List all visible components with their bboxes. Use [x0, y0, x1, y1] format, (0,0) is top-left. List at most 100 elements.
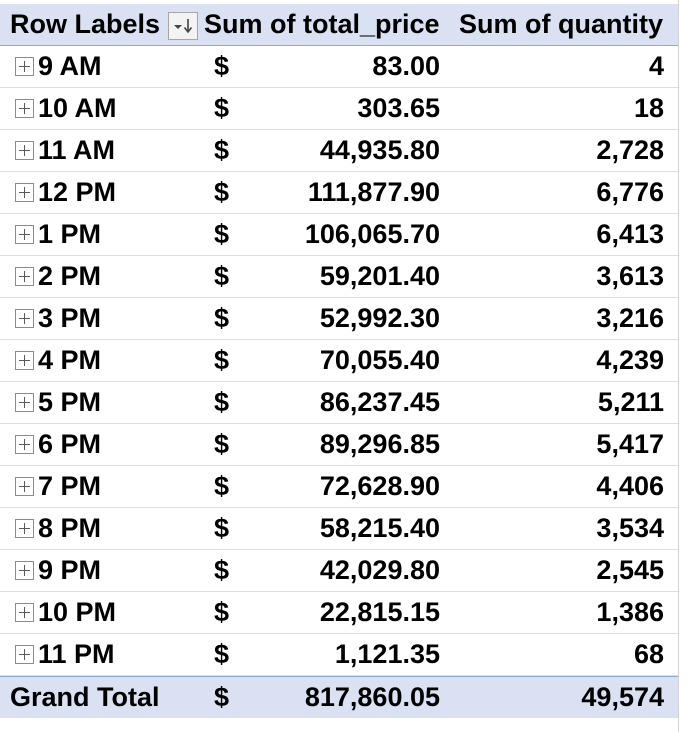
- grand-total-row: Grand Total $ 817,860.05 49,574: [0, 676, 678, 718]
- total-price-cell: 42,029.80: [319, 555, 440, 585]
- table-row: 6 PM $89,296.85 5,417: [0, 424, 678, 466]
- table-row: 11 PM $1,121.35 68: [0, 634, 678, 676]
- currency-symbol: $: [214, 345, 230, 375]
- expand-plus-icon[interactable]: [15, 519, 34, 538]
- table-row: 2 PM $59,201.40 3,613: [0, 256, 678, 298]
- expand-plus-icon[interactable]: [15, 645, 34, 664]
- row-label: 7 PM: [38, 471, 102, 501]
- total-price-cell: 70,055.40: [319, 345, 440, 375]
- total-price-cell: 106,065.70: [304, 219, 440, 249]
- total-price-cell: 1,121.35: [334, 639, 440, 669]
- expand-plus-icon[interactable]: [15, 99, 34, 118]
- table-row: 1 PM $106,065.70 6,413: [0, 214, 678, 256]
- grand-total-currency: $: [214, 682, 230, 712]
- expand-plus-icon[interactable]: [15, 477, 34, 496]
- currency-symbol: $: [214, 135, 230, 165]
- row-label: 1 PM: [38, 219, 102, 249]
- expand-plus-icon[interactable]: [15, 267, 34, 286]
- total-price-cell: 44,935.80: [319, 135, 440, 165]
- table-row: 7 PM $72,628.90 4,406: [0, 466, 678, 508]
- expand-plus-icon[interactable]: [15, 225, 34, 244]
- currency-symbol: $: [214, 471, 230, 501]
- row-label: 12 PM: [38, 177, 117, 207]
- sort-filter-dropdown-icon: [174, 19, 193, 34]
- expand-plus-icon[interactable]: [15, 57, 34, 76]
- currency-symbol: $: [214, 219, 230, 249]
- quantity-cell: 3,613: [596, 261, 664, 291]
- quantity-cell: 3,534: [596, 513, 664, 543]
- expand-plus-icon[interactable]: [15, 561, 34, 580]
- total-price-cell: 83.00: [372, 51, 440, 81]
- currency-symbol: $: [214, 639, 230, 669]
- quantity-cell: 4,406: [596, 471, 664, 501]
- currency-symbol: $: [214, 597, 230, 627]
- currency-symbol: $: [214, 513, 230, 543]
- row-label: 4 PM: [38, 345, 102, 375]
- table-row: 8 PM $58,215.40 3,534: [0, 508, 678, 550]
- total-price-cell: 86,237.45: [319, 387, 440, 417]
- grand-total-price: 817,860.05: [304, 682, 440, 712]
- table-row: 10 PM $22,815.15 1,386: [0, 592, 678, 634]
- quantity-cell: 2,545: [596, 555, 664, 585]
- quantity-cell: 18: [633, 93, 664, 123]
- quantity-cell: 6,776: [596, 177, 664, 207]
- quantity-cell: 4: [648, 51, 664, 81]
- table-row: 4 PM $70,055.40 4,239: [0, 340, 678, 382]
- row-label: 9 PM: [38, 555, 102, 585]
- expand-plus-icon[interactable]: [15, 309, 34, 328]
- row-label: 9 AM: [38, 51, 102, 81]
- quantity-cell: 6,413: [596, 219, 664, 249]
- expand-plus-icon[interactable]: [15, 183, 34, 202]
- row-label: 2 PM: [38, 261, 102, 291]
- total-price-cell: 22,815.15: [319, 597, 440, 627]
- table-row: 9 PM $42,029.80 2,545: [0, 550, 678, 592]
- grand-total-label: Grand Total: [10, 682, 160, 712]
- expand-plus-icon[interactable]: [15, 393, 34, 412]
- table-row: 10 AM $303.65 18: [0, 88, 678, 130]
- currency-symbol: $: [214, 261, 230, 291]
- quantity-cell: 1,386: [596, 597, 664, 627]
- header-sum-total-price: Sum of total_price: [204, 9, 440, 39]
- table-row: 12 PM $111,877.90 6,776: [0, 172, 678, 214]
- row-label: 11 PM: [38, 639, 115, 669]
- total-price-cell: 111,877.90: [307, 177, 440, 207]
- currency-symbol: $: [214, 177, 230, 207]
- row-label: 10 PM: [38, 597, 117, 627]
- grand-total-quantity: 49,574: [581, 682, 664, 712]
- total-price-cell: 59,201.40: [319, 261, 440, 291]
- currency-symbol: $: [214, 387, 230, 417]
- header-sum-quantity: Sum of quantity: [459, 9, 663, 39]
- currency-symbol: $: [214, 93, 230, 123]
- quantity-cell: 2,728: [596, 135, 664, 165]
- row-label: 8 PM: [38, 513, 102, 543]
- row-label: 5 PM: [38, 387, 102, 417]
- header-row-labels: Row Labels: [10, 9, 161, 39]
- total-price-cell: 303.65: [357, 93, 440, 123]
- table-row: 5 PM $86,237.45 5,211: [0, 382, 678, 424]
- row-label: 3 PM: [38, 303, 102, 333]
- expand-plus-icon[interactable]: [15, 141, 34, 160]
- quantity-cell: 5,211: [597, 387, 664, 417]
- expand-plus-icon[interactable]: [15, 351, 34, 370]
- expand-plus-icon[interactable]: [15, 435, 34, 454]
- table-row: 3 PM $52,992.30 3,216: [0, 298, 678, 340]
- expand-plus-icon[interactable]: [15, 603, 34, 622]
- table-row: 9 AM $83.00 4: [0, 46, 678, 88]
- currency-symbol: $: [214, 429, 230, 459]
- row-label: 6 PM: [38, 429, 102, 459]
- quantity-cell: 5,417: [596, 429, 664, 459]
- row-label: 10 AM: [38, 93, 117, 123]
- total-price-cell: 52,992.30: [319, 303, 440, 333]
- currency-symbol: $: [214, 303, 230, 333]
- currency-symbol: $: [214, 51, 230, 81]
- total-price-cell: 58,215.40: [319, 513, 440, 543]
- pivot-header-row: Row Labels Sum of total_price Sum of qua…: [0, 4, 678, 46]
- currency-symbol: $: [214, 555, 230, 585]
- total-price-cell: 72,628.90: [319, 471, 440, 501]
- column-border: [678, 0, 679, 732]
- quantity-cell: 68: [633, 639, 664, 669]
- sort-filter-dropdown-button[interactable]: [168, 12, 198, 40]
- row-label: 11 AM: [38, 135, 116, 165]
- total-price-cell: 89,296.85: [319, 429, 440, 459]
